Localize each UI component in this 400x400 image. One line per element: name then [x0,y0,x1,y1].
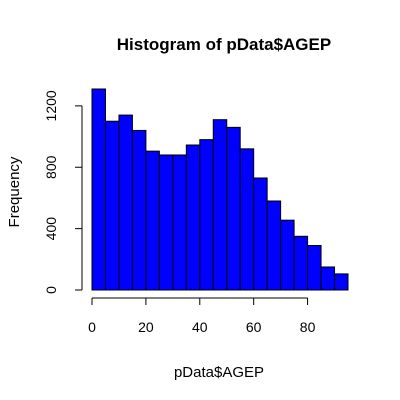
x-tick-label-40: 40 [192,319,208,335]
histogram-bar-12 [253,177,268,291]
chart-title: Histogram of pData$AGEP [117,35,331,54]
y-tick-label-0: 0 [43,286,59,294]
x-axis: 0 20 40 60 80 [88,297,316,335]
histogram-bar-5 [158,154,174,291]
histogram-bar-6 [172,154,187,291]
x-tick-label-60: 60 [246,319,262,335]
histogram-bar-17 [320,266,336,291]
histogram-bar-7 [185,144,201,291]
histogram-bar-3 [131,129,147,291]
histogram-bar-11 [239,148,255,291]
y-tick-label-400: 400 [43,217,59,241]
x-axis-label: pData$AGEP [174,364,264,381]
histogram-bar-4 [145,150,160,291]
y-axis: 0 400 800 1200 [43,90,83,294]
histogram-bar-2 [118,114,133,291]
histogram-bar-16 [307,245,322,291]
y-axis-label: Frequency [6,156,23,227]
histogram-bar-1 [104,120,120,291]
histogram-bar-13 [266,200,282,291]
x-tick-label-20: 20 [138,319,154,335]
histogram-bars [91,88,349,291]
histogram-bar-8 [199,139,214,291]
x-tick-label-0: 0 [88,319,96,335]
histogram-bar-9 [212,119,228,291]
histogram-bar-14 [280,219,295,291]
histogram-bar-0 [91,88,106,291]
histogram-bar-10 [226,126,241,291]
histogram-bar-15 [293,235,309,291]
x-tick-label-80: 80 [300,319,316,335]
y-tick-label-1200: 1200 [43,90,59,121]
histogram-bar-18 [334,273,349,291]
y-tick-label-800: 800 [43,155,59,179]
